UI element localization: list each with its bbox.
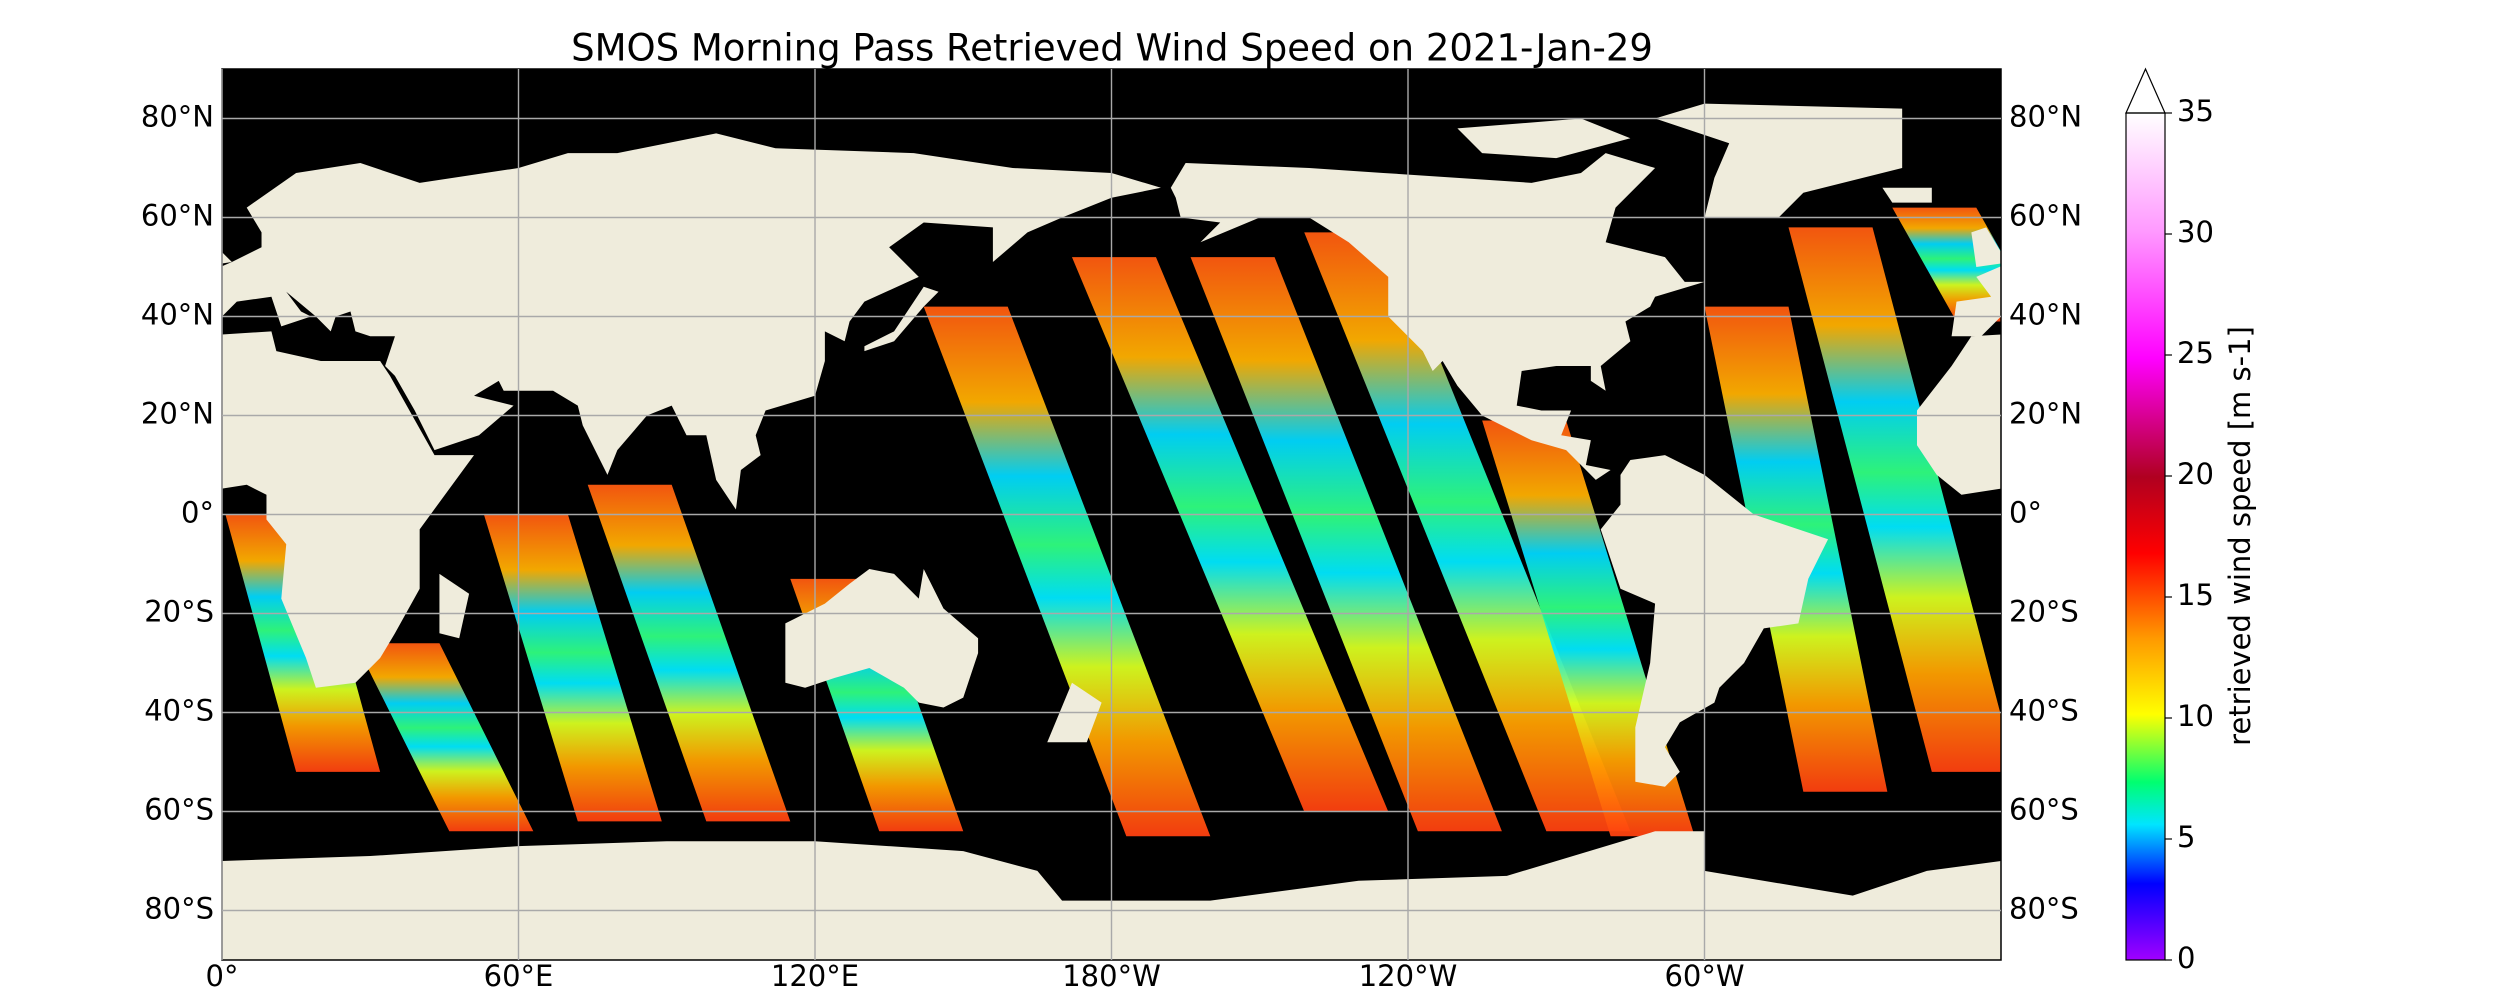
colorbar-extend-arrow (2125, 67, 2166, 114)
y-tick-label-right: 60°S (2009, 793, 2079, 827)
colorbar-label: retrieved wind speed [m s-1] (2223, 326, 2257, 746)
y-tick-label: 40°N (141, 298, 214, 332)
y-tick-label: 20°N (141, 397, 214, 431)
y-tick-label: 60°S (144, 793, 214, 827)
colorbar-tick-label: 25 (2177, 336, 2214, 370)
y-tick-label-right: 60°N (2009, 199, 2082, 233)
colorbar: retrieved wind speed [m s-1] (2125, 67, 2257, 961)
y-tick-label-right: 80°S (2009, 892, 2079, 926)
y-tick-label: 0° (181, 496, 214, 530)
land (222, 103, 2001, 960)
colorbar-tick-label: 15 (2177, 578, 2214, 612)
map-title: SMOS Morning Pass Retrieved Wind Speed o… (571, 27, 1653, 70)
y-tick-label-right: 20°S (2009, 595, 2079, 629)
y-tick-label-right: 40°S (2009, 694, 2079, 728)
colorbar-tick-label: 20 (2177, 457, 2214, 491)
x-tick-label: 0° (206, 959, 239, 993)
colorbar-tick-label: 30 (2177, 215, 2214, 249)
y-tick-label: 20°S (144, 595, 214, 629)
colorbar-ramp (2126, 113, 2165, 960)
x-tick-label: 60°E (484, 959, 554, 993)
y-tick-label-right: 80°N (2009, 100, 2082, 134)
y-tick-label: 80°N (141, 100, 214, 134)
colorbar-tick-label: 0 (2177, 941, 2195, 975)
colorbar-tick-label: 10 (2177, 699, 2214, 733)
x-tick-label: 180°W (1062, 959, 1161, 993)
colorbar-tick-label: 35 (2177, 94, 2214, 128)
colorbar-tick-label: 5 (2177, 820, 2195, 854)
y-tick-label: 40°S (144, 694, 214, 728)
y-tick-label-right: 40°N (2009, 298, 2082, 332)
x-tick-label: 60°W (1664, 959, 1744, 993)
colorbar-frame (2125, 112, 2166, 961)
y-tick-label: 80°S (144, 892, 214, 926)
y-tick-label-right: 0° (2009, 496, 2042, 530)
y-tick-label-right: 20°N (2009, 397, 2082, 431)
x-tick-label: 120°E (771, 959, 859, 993)
x-tick-label: 120°W (1359, 959, 1458, 993)
y-tick-label: 60°N (141, 199, 214, 233)
